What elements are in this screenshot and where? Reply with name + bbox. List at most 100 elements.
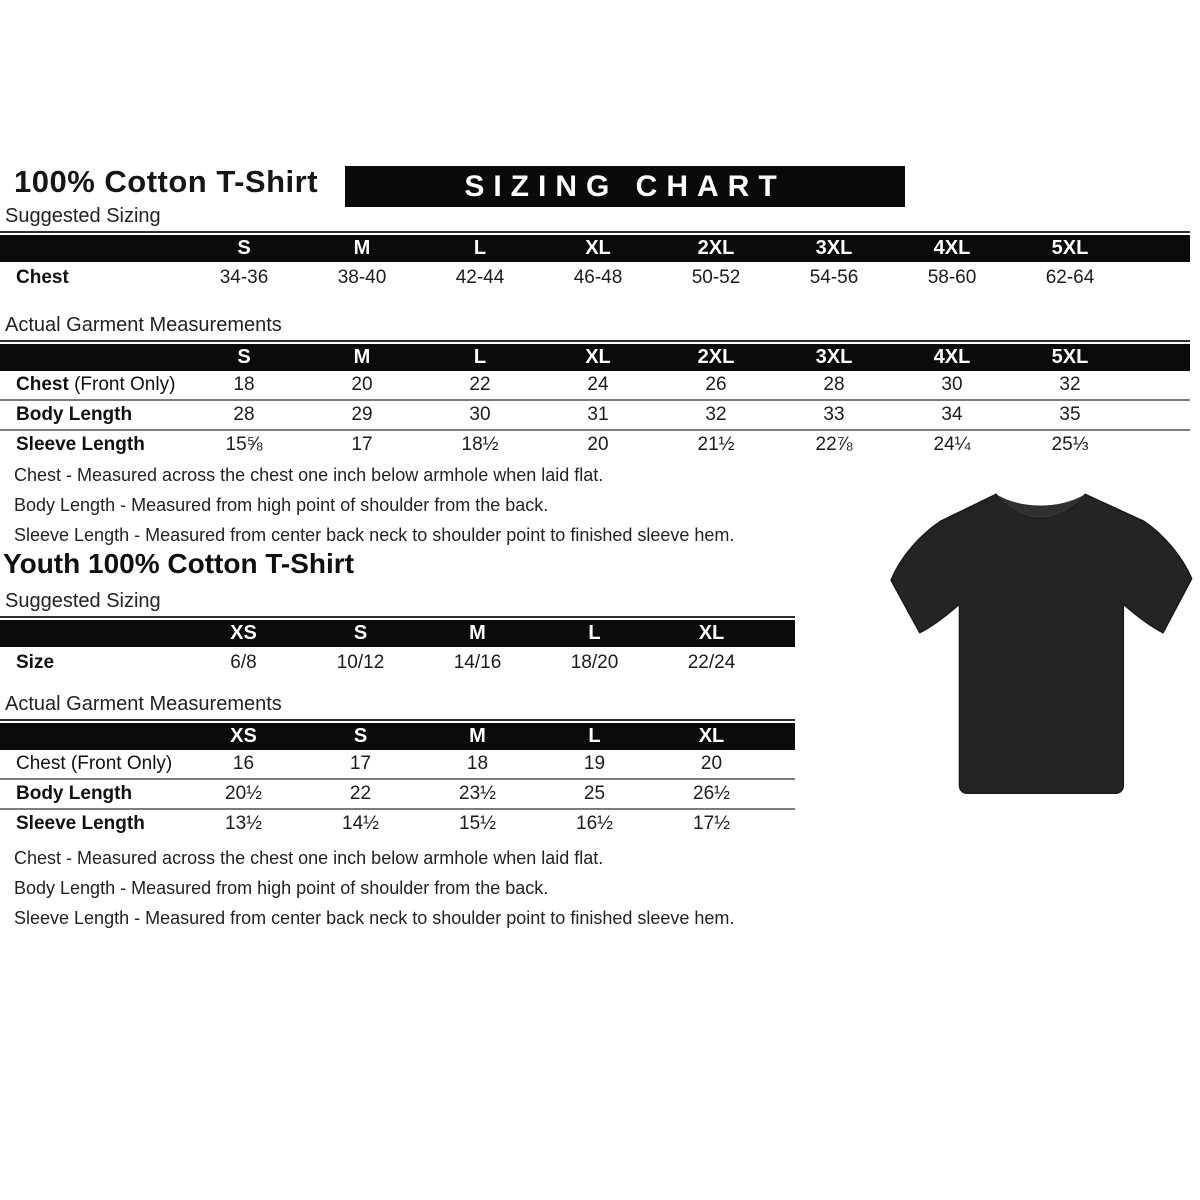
black-tshirt-icon xyxy=(890,493,1193,795)
size-col-header: 5XL xyxy=(1011,344,1129,371)
youth-actual-measurements-label: Actual Garment Measurements xyxy=(0,693,795,721)
row-label-suffix: (Front Only) xyxy=(74,374,176,395)
measurement-row-body-length: Body Length 28 29 30 31 32 33 34 35 xyxy=(0,400,1190,431)
measurement-cell: 14½ xyxy=(342,813,379,834)
youth-actual-measurements-table: XS S M L XL Chest (Front Only) 16 17 18 … xyxy=(0,723,795,838)
size-col-header: XL xyxy=(653,620,770,647)
chest-range-cell: 38-40 xyxy=(337,266,387,288)
size-col-header: XS xyxy=(185,620,302,647)
measurement-cell: 20 xyxy=(587,434,609,455)
measurement-cell: 31 xyxy=(539,400,657,431)
youth-size-cell: 18/20 xyxy=(570,651,619,673)
measurement-cell: 24 xyxy=(539,371,657,401)
row-label-chest: Chest xyxy=(16,266,69,288)
measurement-cell: 23½ xyxy=(419,779,536,810)
empty-cell xyxy=(770,750,795,780)
empty-header-cell xyxy=(1129,344,1190,371)
size-col-header: XL xyxy=(539,344,657,371)
size-col-header: S xyxy=(185,344,303,371)
youth-size-cell: 6/8 xyxy=(230,651,257,673)
size-col-header: 4XL xyxy=(893,235,1011,262)
measurement-row-chest: Chest (Front Only) 16 17 18 19 20 xyxy=(0,750,795,780)
row-label-sleeve-length: Sleeve Length xyxy=(16,434,145,455)
adult-actual-measurements-section: Actual Garment Measurements S M L XL 2XL… xyxy=(0,314,1190,459)
measurement-cell: 22⅞ xyxy=(815,434,853,455)
note-chest: Chest - Measured across the chest one in… xyxy=(14,465,604,485)
empty-header-cell xyxy=(0,344,185,371)
youth-suggested-sizing-label: Suggested Sizing xyxy=(0,590,795,618)
size-col-header: XS xyxy=(185,723,302,750)
measurement-cell: 19 xyxy=(536,750,653,780)
adult-suggested-sizing-table: S M L XL 2XL 3XL 4XL 5XL Chest 34-36 38-… xyxy=(0,235,1190,293)
youth-size-cell: 22/24 xyxy=(687,651,736,673)
empty-cell xyxy=(770,779,795,810)
empty-header-cell xyxy=(770,620,795,647)
note-sleeve-length: Sleeve Length - Measured from center bac… xyxy=(14,908,735,928)
size-col-header: 2XL xyxy=(657,344,775,371)
adult-suggested-sizing-label: Suggested Sizing xyxy=(0,205,1190,233)
size-header-row: S M L XL 2XL 3XL 4XL 5XL xyxy=(0,235,1190,262)
chest-range-cell: 58-60 xyxy=(927,266,977,288)
adult-measurement-notes: Chest - Measured across the chest one in… xyxy=(14,460,734,550)
empty-cell xyxy=(1129,400,1190,431)
row-label-size: Size xyxy=(16,651,55,673)
measurement-row-sleeve-length: Sleeve Length 15⅝ 17 18½ 20 21½ 22⅞ 24¼ … xyxy=(0,430,1190,459)
size-col-header: XL xyxy=(539,235,657,262)
size-col-header: M xyxy=(303,235,421,262)
measurement-cell: 18 xyxy=(419,750,536,780)
chest-range-row: Chest 34-36 38-40 42-44 46-48 50-52 54-5… xyxy=(0,262,1190,293)
measurement-cell: 22 xyxy=(302,779,419,810)
empty-header-cell xyxy=(0,723,185,750)
measurement-cell: 17½ xyxy=(693,813,730,834)
adult-actual-measurements-label: Actual Garment Measurements xyxy=(0,314,1190,342)
measurement-cell: 26½ xyxy=(653,779,770,810)
adult-suggested-sizing-section: Suggested Sizing S M L XL 2XL 3XL 4XL 5X… xyxy=(0,205,1190,293)
youth-size-row: Size 6/8 10/12 14/16 18/20 22/24 xyxy=(0,647,795,678)
size-col-header: S xyxy=(302,620,419,647)
row-label-body-length: Body Length xyxy=(0,779,185,810)
measurement-cell: 20½ xyxy=(185,779,302,810)
measurement-cell: 30 xyxy=(893,371,1011,401)
empty-cell xyxy=(1129,262,1190,293)
size-col-header: 4XL xyxy=(893,344,1011,371)
measurement-cell: 25⅓ xyxy=(1051,434,1089,455)
empty-cell xyxy=(770,809,795,838)
measurement-cell: 18½ xyxy=(461,434,499,455)
row-label-chest-front-only: Chest (Front Only) xyxy=(0,371,185,401)
empty-cell xyxy=(1129,430,1190,459)
youth-size-cell: 10/12 xyxy=(336,651,385,673)
sizing-chart-banner: SIZING CHART xyxy=(345,166,905,207)
empty-cell xyxy=(770,647,795,678)
size-col-header: L xyxy=(421,344,539,371)
size-col-header: L xyxy=(421,235,539,262)
empty-header-cell xyxy=(770,723,795,750)
empty-header-cell xyxy=(1129,235,1190,262)
size-col-header: XL xyxy=(653,723,770,750)
note-sleeve-length: Sleeve Length - Measured from center bac… xyxy=(14,525,735,545)
measurement-cell: 22 xyxy=(421,371,539,401)
youth-measurement-notes: Chest - Measured across the chest one in… xyxy=(14,843,734,933)
size-col-header: L xyxy=(536,723,653,750)
youth-size-cell: 14/16 xyxy=(453,651,502,673)
size-col-header: S xyxy=(302,723,419,750)
size-col-header: M xyxy=(419,620,536,647)
chest-range-cell: 46-48 xyxy=(573,266,623,288)
size-col-header: M xyxy=(303,344,421,371)
tshirt-product-image xyxy=(880,478,1198,813)
empty-cell xyxy=(1129,371,1190,401)
measurement-cell: 32 xyxy=(657,400,775,431)
chest-range-cell: 54-56 xyxy=(809,266,859,288)
measurement-cell: 33 xyxy=(775,400,893,431)
page-title: 100% Cotton T-Shirt xyxy=(14,164,319,199)
measurement-row-sleeve-length: Sleeve Length 13½ 14½ 15½ 16½ 17½ xyxy=(0,809,795,838)
youth-suggested-sizing-table: XS S M L XL Size 6/8 10/12 14/16 18/20 2… xyxy=(0,620,795,678)
size-header-row: S M L XL 2XL 3XL 4XL 5XL xyxy=(0,344,1190,371)
row-label-sleeve-length: Sleeve Length xyxy=(16,813,145,834)
size-col-header: 3XL xyxy=(775,344,893,371)
measurement-cell: 32 xyxy=(1011,371,1129,401)
chest-range-cell: 34-36 xyxy=(219,266,269,288)
measurement-cell: 15⅝ xyxy=(225,434,263,455)
note-chest: Chest - Measured across the chest one in… xyxy=(14,848,604,868)
size-col-header: 5XL xyxy=(1011,235,1129,262)
size-col-header: 3XL xyxy=(775,235,893,262)
